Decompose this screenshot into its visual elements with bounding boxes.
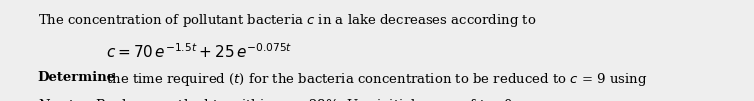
Text: The concentration of pollutant bacteria $c$ in a lake decreases according to: The concentration of pollutant bacteria … (38, 12, 536, 29)
Text: Determine: Determine (38, 71, 116, 84)
Text: the time required ($t$) for the bacteria concentration to be reduced to $c$ = 9 : the time required ($t$) for the bacteria… (102, 71, 647, 88)
Text: Newton-Raphson method to within $\varepsilon_s$ = 28%. Use initial guess of $t$ : Newton-Raphson method to within $\vareps… (38, 97, 516, 101)
Text: $c = 70\,e^{-1.5t} + 25\,e^{-0.075t}$: $c = 70\,e^{-1.5t} + 25\,e^{-0.075t}$ (106, 42, 292, 61)
